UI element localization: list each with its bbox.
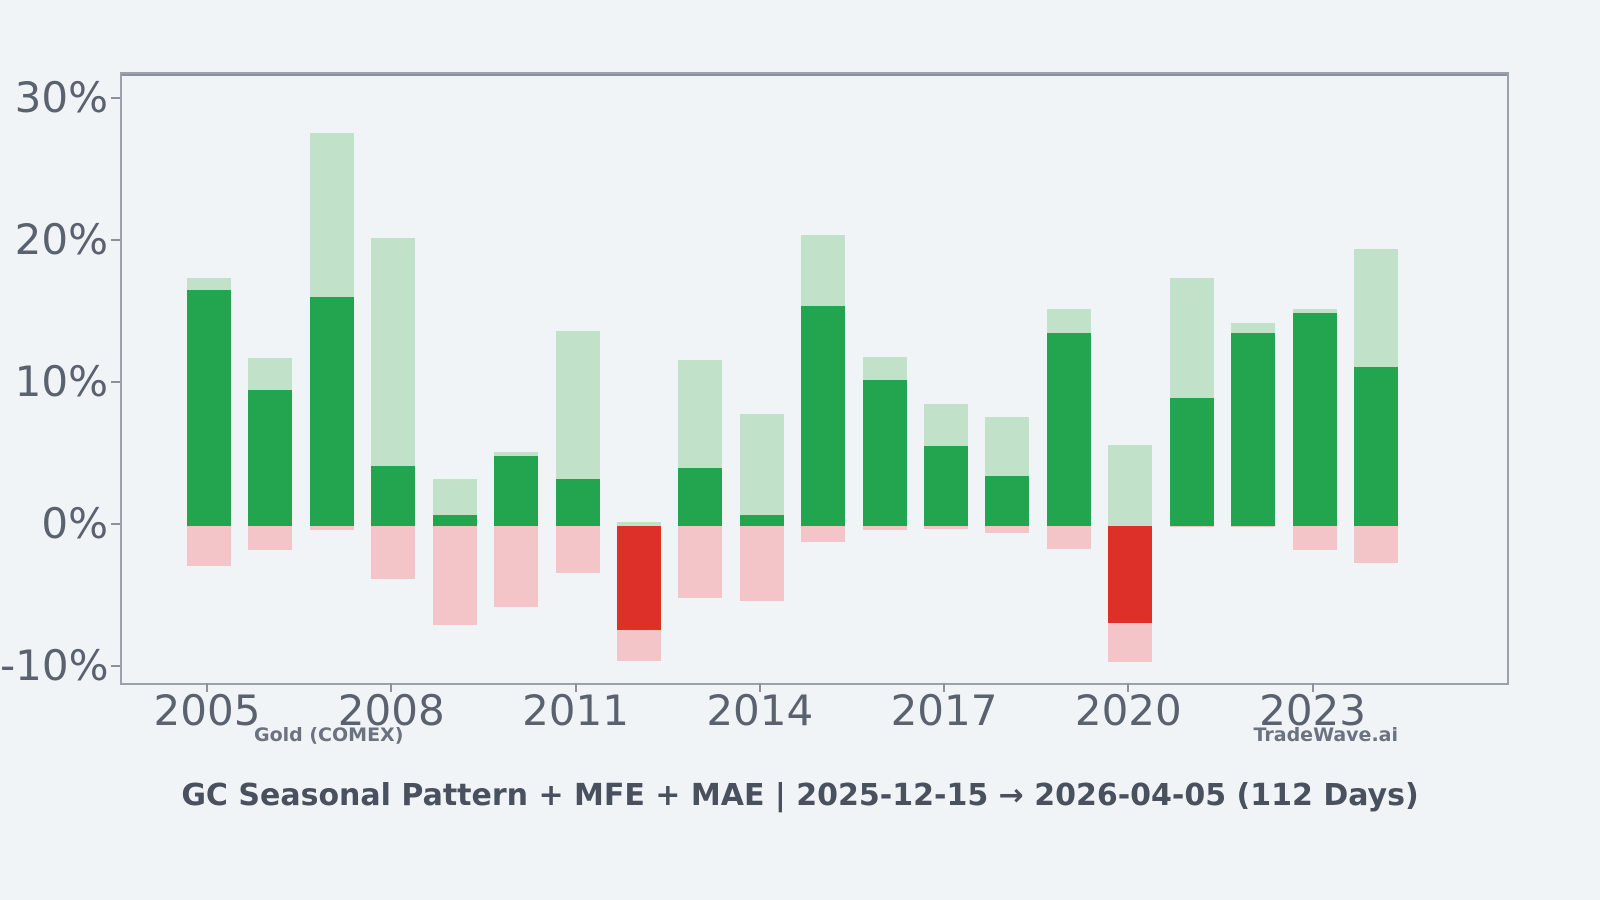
x-tick-mark xyxy=(1311,683,1314,692)
bar-close-2019 xyxy=(1046,332,1091,526)
bar-close-2016 xyxy=(862,379,907,526)
y-tick-mark xyxy=(111,665,120,667)
plot-area: Gold (COMEX) TradeWave.ai xyxy=(120,72,1509,746)
x-tick-mark xyxy=(758,683,761,692)
x-tick-label-2011: 2011 xyxy=(522,686,629,735)
bar-close-2013 xyxy=(678,467,723,526)
bar-mfe-2014 xyxy=(739,413,784,526)
bar-close-2010 xyxy=(494,456,539,526)
bar-mae-2017 xyxy=(924,526,969,529)
bar-mae-2008 xyxy=(371,526,416,579)
bar-mae-2022 xyxy=(1231,526,1276,528)
bar-close-2005 xyxy=(187,290,231,526)
bar-close-2017 xyxy=(924,446,969,526)
zero-axis-line xyxy=(122,74,1507,76)
bar-mfe-2012 xyxy=(616,521,661,526)
y-tick-label-20: 20% xyxy=(14,215,108,264)
bar-close-2009 xyxy=(432,514,477,526)
x-tick-mark xyxy=(206,683,208,692)
y-tick-label-30: 30% xyxy=(14,73,108,122)
bar-mae-2011 xyxy=(555,526,600,573)
y-tick-mark xyxy=(111,381,120,383)
bar-mae-2019 xyxy=(1046,526,1091,549)
y-tick-label-10: 10% xyxy=(14,357,108,406)
bar-close-2022 xyxy=(1231,332,1276,526)
bar-mae-2021 xyxy=(1169,526,1214,528)
bar-mae-2015 xyxy=(801,526,846,542)
bar-close-2012 xyxy=(616,526,661,630)
bar-close-2018 xyxy=(985,476,1030,526)
y-tick-label--10: -10% xyxy=(0,641,109,690)
x-tick-label-2014: 2014 xyxy=(706,686,814,735)
bar-close-2015 xyxy=(801,305,846,526)
bar-close-2023 xyxy=(1292,313,1337,526)
bar-close-2014 xyxy=(739,514,784,526)
bar-close-2021 xyxy=(1169,398,1214,526)
bar-mae-2016 xyxy=(862,526,907,531)
x-tick-label-2017: 2017 xyxy=(890,686,998,735)
x-tick-label-2023: 2023 xyxy=(1259,686,1366,735)
bar-close-2020 xyxy=(1108,526,1153,623)
bar-mae-2005 xyxy=(187,526,231,566)
x-tick-mark xyxy=(943,683,946,692)
bar-mae-2023 xyxy=(1292,526,1337,551)
bar-mae-2006 xyxy=(248,526,293,551)
bar-mfe-2020 xyxy=(1108,445,1153,526)
bar-mae-2018 xyxy=(985,526,1030,534)
y-tick-label-0: 0% xyxy=(41,499,108,548)
bar-mae-2009 xyxy=(432,526,477,626)
chart-title: GC Seasonal Pattern + MFE + MAE | 2025-1… xyxy=(181,778,1419,813)
x-tick-mark xyxy=(1127,683,1130,692)
x-tick-label-2020: 2020 xyxy=(1074,686,1182,735)
brand-watermark: TradeWave.ai xyxy=(1253,724,1398,746)
bar-close-2024 xyxy=(1353,366,1398,526)
y-tick-mark xyxy=(111,239,120,241)
bar-mae-2014 xyxy=(739,526,784,602)
bar-mae-2010 xyxy=(494,526,539,607)
y-tick-mark xyxy=(111,523,120,525)
bar-close-2011 xyxy=(555,479,600,526)
x-tick-label-2008: 2008 xyxy=(337,686,445,735)
x-tick-label-2005: 2005 xyxy=(153,686,261,735)
bar-close-2007 xyxy=(309,297,354,526)
bar-mae-2024 xyxy=(1353,526,1398,563)
bar-close-2008 xyxy=(371,466,416,526)
x-tick-mark xyxy=(390,683,393,692)
bar-mae-2013 xyxy=(678,526,723,599)
instrument-watermark: Gold (COMEX) xyxy=(254,724,404,746)
bar-close-2006 xyxy=(248,389,293,526)
y-tick-mark xyxy=(111,97,120,99)
x-tick-mark xyxy=(574,683,577,692)
bar-mae-2007 xyxy=(309,526,354,531)
